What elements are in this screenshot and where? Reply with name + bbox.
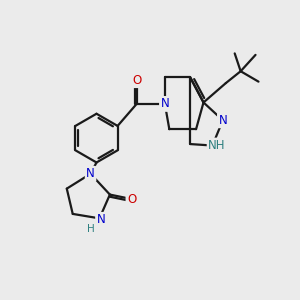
Text: N: N bbox=[218, 114, 227, 127]
Text: N: N bbox=[97, 213, 105, 226]
Text: O: O bbox=[132, 74, 141, 87]
Text: O: O bbox=[127, 193, 136, 206]
Text: N: N bbox=[160, 98, 169, 110]
Text: H: H bbox=[87, 224, 94, 234]
Text: NH: NH bbox=[208, 139, 226, 152]
Text: N: N bbox=[86, 167, 95, 180]
